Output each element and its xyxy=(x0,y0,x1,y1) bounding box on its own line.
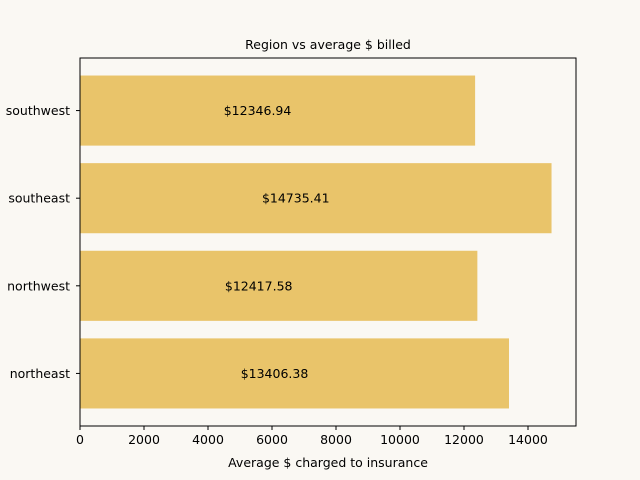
y-tick-label-northwest: northwest xyxy=(7,278,70,293)
x-tick-label-8000: 8000 xyxy=(320,432,352,447)
x-tick-label-2000: 2000 xyxy=(128,432,160,447)
x-tick-label-0: 0 xyxy=(76,432,84,447)
chart-title: Region vs average $ billed xyxy=(245,37,411,52)
bar-label-southwest: $12346.94 xyxy=(224,103,292,118)
x-tick-label-4000: 4000 xyxy=(192,432,224,447)
x-tick-label-14000: 14000 xyxy=(508,432,548,447)
bar-northeast xyxy=(80,338,510,409)
y-axis-ticks: northeast northwest southeast southwest xyxy=(6,103,80,381)
x-axis-ticks: 0 2000 4000 6000 8000 10000 12000 14000 xyxy=(76,426,548,447)
y-tick-label-southwest: southwest xyxy=(6,103,70,118)
x-tick-label-12000: 12000 xyxy=(444,432,484,447)
bar-southeast xyxy=(80,163,552,234)
y-tick-label-northeast: northeast xyxy=(10,366,70,381)
bar-southwest xyxy=(80,75,476,146)
y-tick-label-southeast: southeast xyxy=(8,191,70,206)
x-axis-label: Average $ charged to insurance xyxy=(228,455,428,470)
bar-labels-group: $13406.38 $12417.58 $14735.41 $12346.94 xyxy=(224,103,330,381)
plot-frame xyxy=(79,57,577,427)
x-tick-label-10000: 10000 xyxy=(380,432,420,447)
bar-label-northeast: $13406.38 xyxy=(241,366,309,381)
bar-label-northwest: $12417.58 xyxy=(225,278,293,293)
bars-group xyxy=(80,75,552,409)
x-tick-label-6000: 6000 xyxy=(256,432,288,447)
bar-label-southeast: $14735.41 xyxy=(262,191,330,206)
bar-northwest xyxy=(80,250,478,321)
